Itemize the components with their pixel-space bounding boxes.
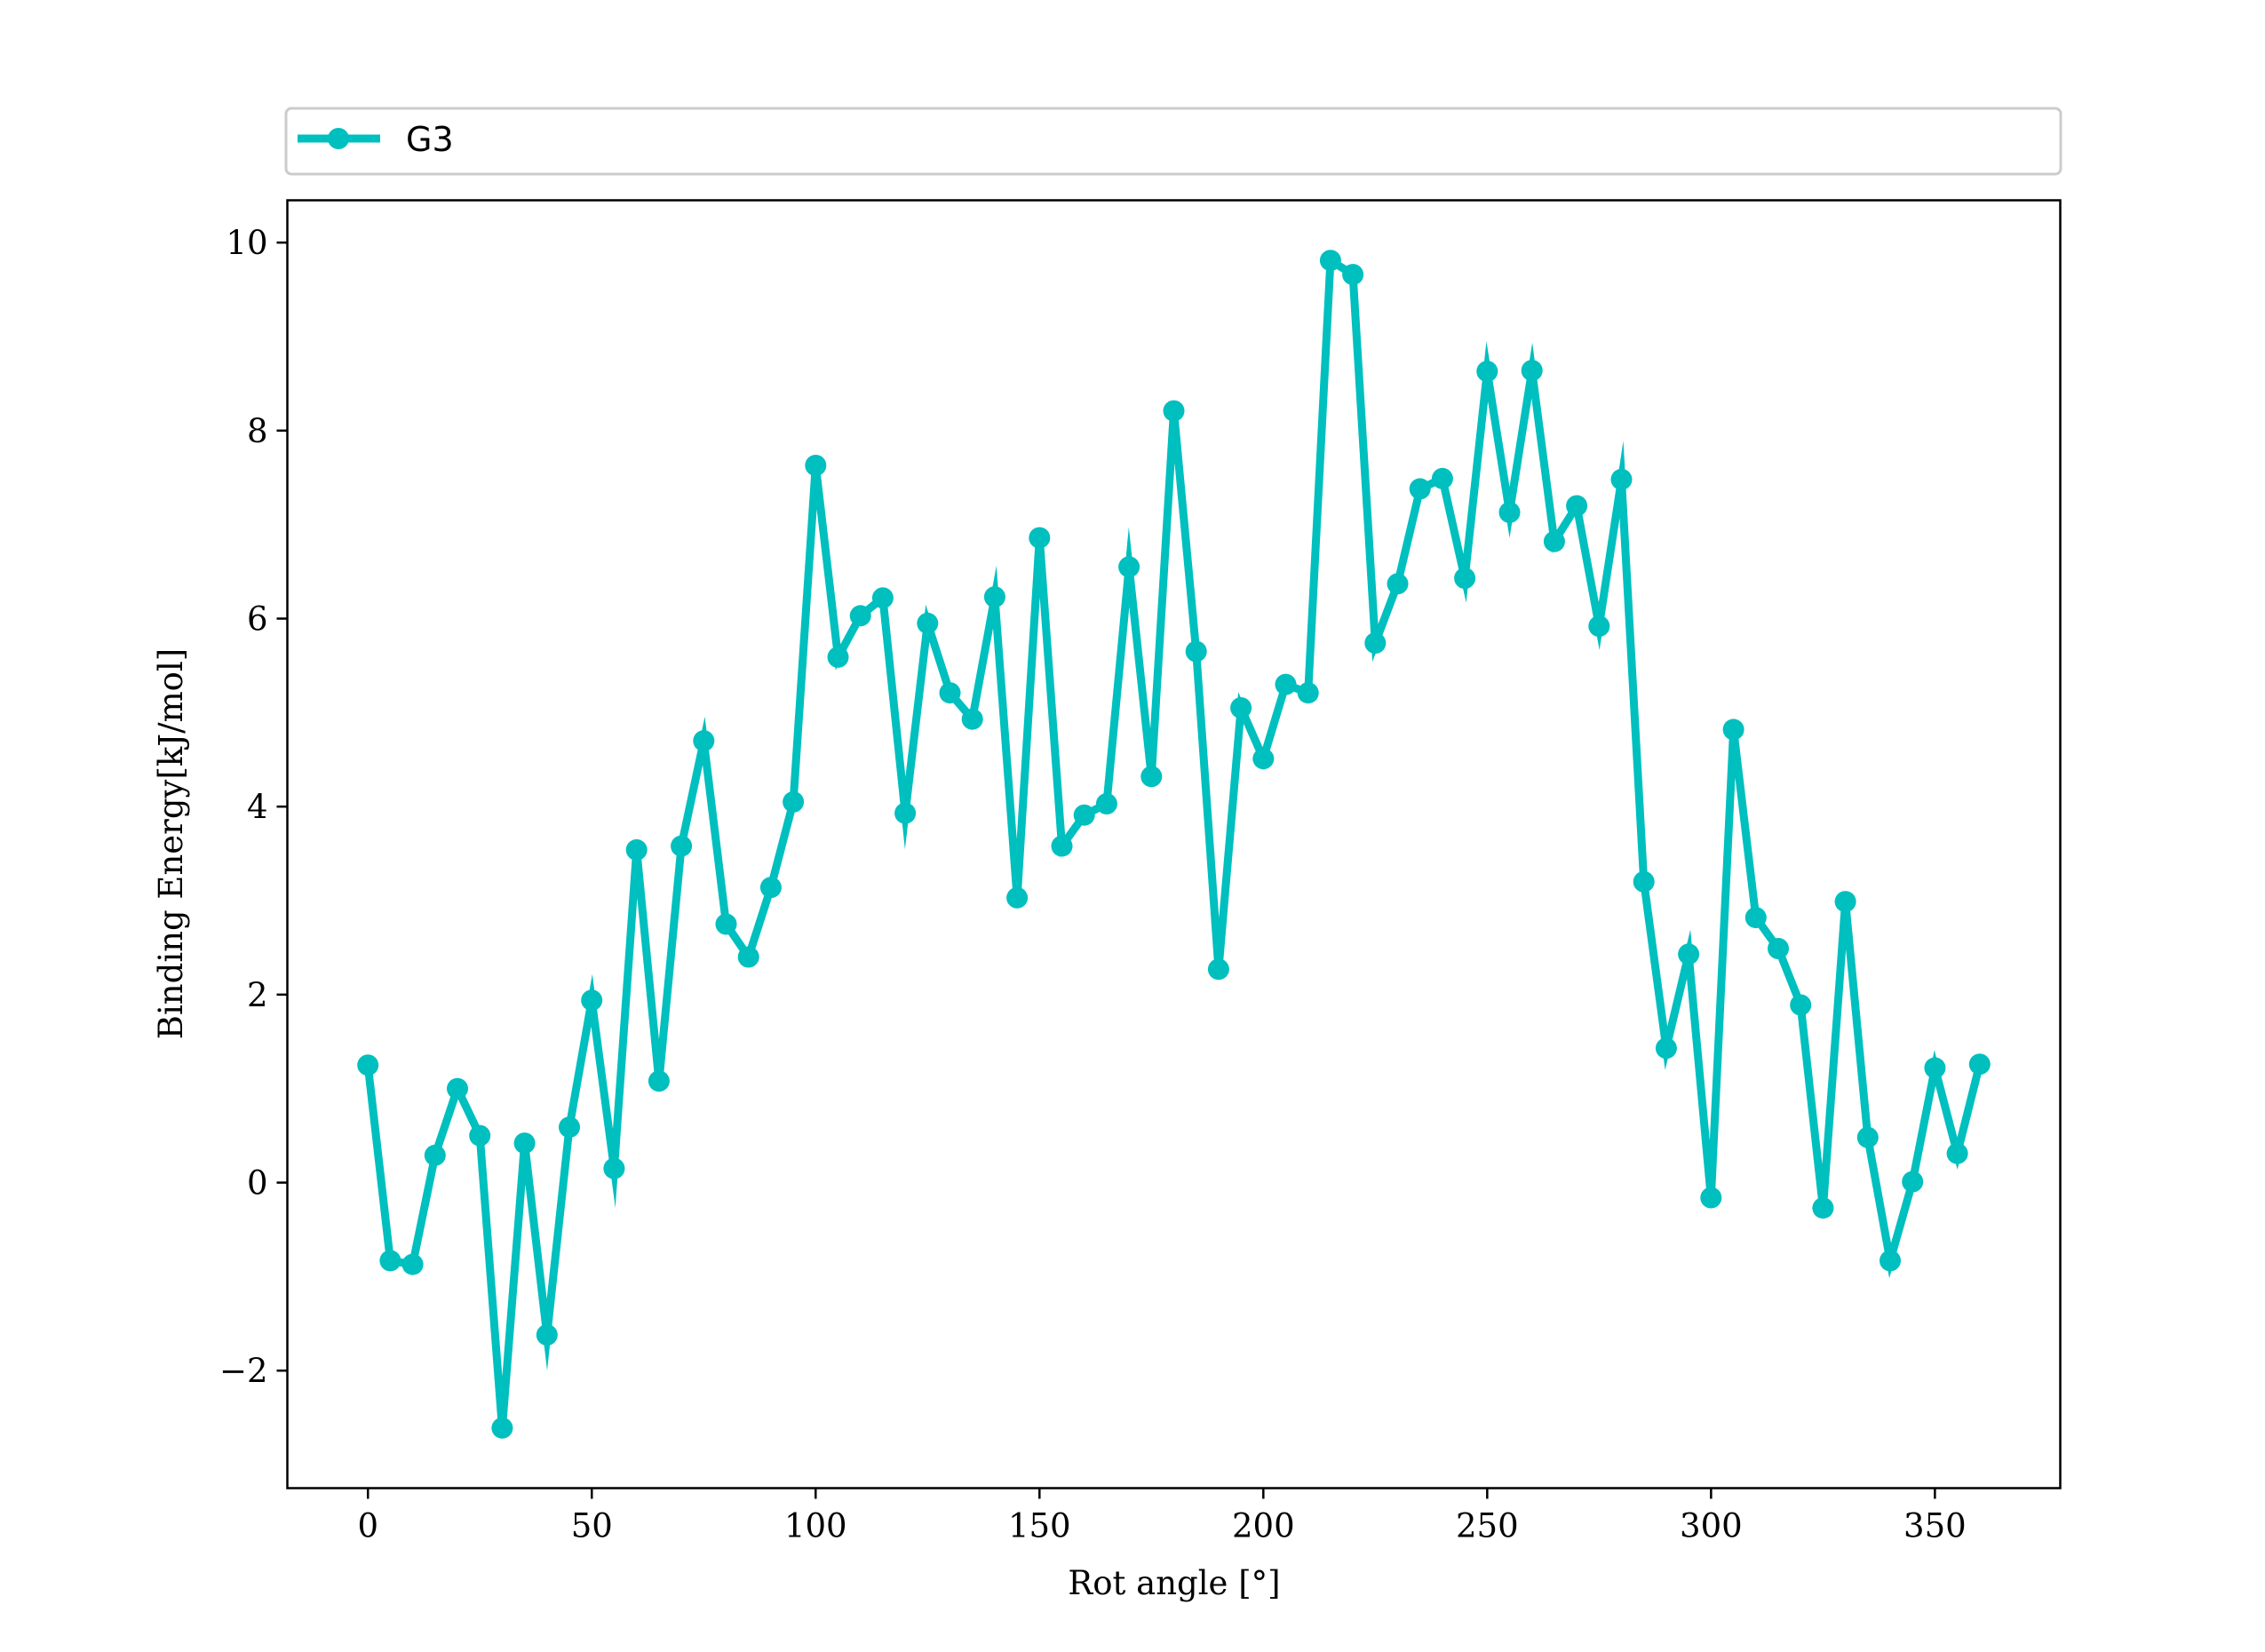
- data-point: [1834, 891, 1856, 913]
- data-point: [536, 1324, 558, 1346]
- data-point: [1880, 1250, 1901, 1272]
- x-tick-label: 150: [1008, 1507, 1071, 1545]
- data-point: [491, 1417, 513, 1439]
- data-point: [1230, 697, 1252, 719]
- data-point: [1319, 250, 1341, 272]
- data-point: [447, 1077, 468, 1100]
- y-tick-label: −2: [219, 1352, 268, 1390]
- data-point: [1454, 568, 1476, 589]
- data-point: [1051, 835, 1073, 857]
- x-tick-label: 100: [784, 1507, 847, 1545]
- data-point: [1610, 468, 1633, 490]
- data-point: [1342, 264, 1364, 286]
- data-point: [469, 1124, 491, 1147]
- data-point: [1297, 682, 1319, 704]
- data-point: [1498, 501, 1521, 523]
- data-point: [1856, 1126, 1879, 1148]
- data-point: [1968, 1053, 1991, 1076]
- data-point: [1364, 632, 1387, 654]
- data-point: [1140, 766, 1163, 788]
- series-line-g3: [363, 253, 1984, 1429]
- data-point: [379, 1250, 401, 1272]
- data-point: [1655, 1037, 1677, 1060]
- plot-area-frame: [286, 199, 2062, 1489]
- data-point: [1118, 556, 1140, 578]
- x-tick-label: 250: [1456, 1507, 1519, 1545]
- data-point: [648, 1070, 670, 1092]
- data-point: [1207, 958, 1229, 981]
- data-point: [401, 1253, 424, 1275]
- data-point: [1252, 748, 1275, 770]
- legend: G3: [284, 107, 2062, 176]
- x-tick-label: 0: [357, 1507, 378, 1545]
- data-point: [1275, 673, 1297, 695]
- data-point: [1073, 804, 1095, 826]
- x-axis-label: Rot angle [°]: [1068, 1564, 1280, 1602]
- data-point: [894, 802, 917, 824]
- data-point: [715, 913, 737, 935]
- x-tick-label: 200: [1232, 1507, 1295, 1545]
- y-tick-label: 2: [247, 976, 268, 1014]
- data-point: [1029, 527, 1051, 549]
- data-point: [849, 605, 871, 627]
- data-point: [939, 682, 961, 704]
- data-point: [805, 455, 827, 476]
- data-point: [424, 1144, 446, 1166]
- data-point: [693, 730, 715, 752]
- legend-marker-swatch: [328, 128, 349, 149]
- data-point: [1566, 495, 1588, 517]
- data-point: [1678, 943, 1700, 965]
- data-point: [559, 1116, 580, 1139]
- x-tick-label: 350: [1903, 1507, 1967, 1545]
- data-point: [1633, 870, 1655, 893]
- data-point: [671, 835, 693, 857]
- data-point: [759, 877, 782, 899]
- y-tick-label: 0: [247, 1164, 268, 1203]
- data-point: [1812, 1197, 1834, 1219]
- data-point: [783, 790, 805, 813]
- data-point: [357, 1054, 379, 1076]
- data-point: [1700, 1187, 1722, 1209]
- y-axis-label: Binding Energy[kJ/mol]: [152, 648, 190, 1039]
- data-point: [827, 646, 849, 668]
- data-point: [917, 612, 939, 634]
- x-tick-label: 300: [1680, 1507, 1743, 1545]
- series-layer: [357, 250, 1991, 1439]
- data-point: [1095, 793, 1117, 814]
- data-point: [1946, 1142, 1968, 1164]
- x-tick-label: 50: [571, 1507, 613, 1545]
- data-point: [983, 586, 1005, 608]
- data-point: [961, 708, 983, 730]
- legend-frame: [284, 107, 2062, 176]
- data-point: [1768, 938, 1789, 959]
- y-tick-label: 8: [247, 412, 268, 450]
- data-point: [1722, 719, 1744, 741]
- data-point: [1790, 994, 1812, 1016]
- legend-label-g3: G3: [406, 120, 454, 159]
- data-point: [1431, 467, 1453, 489]
- data-point: [1409, 478, 1431, 500]
- data-point: [1924, 1057, 1946, 1079]
- y-tick-label: 6: [247, 600, 268, 638]
- data-point: [1588, 616, 1610, 637]
- ticks-layer: 0 50 100 150 200 250 300 350 −2 0 2 4 6 8 10: [219, 224, 1967, 1545]
- data-point: [513, 1132, 536, 1155]
- data-point: [1902, 1171, 1924, 1193]
- data-point: [1543, 530, 1565, 552]
- data-point: [1744, 907, 1767, 929]
- data-point: [1387, 573, 1409, 595]
- data-point: [1476, 361, 1498, 383]
- data-point: [1521, 360, 1543, 382]
- data-point: [871, 587, 894, 609]
- data-point: [1006, 886, 1029, 909]
- data-point: [1163, 400, 1185, 422]
- data-point: [581, 989, 603, 1012]
- data-point: [603, 1157, 625, 1179]
- y-tick-label: 10: [226, 224, 267, 262]
- data-point: [625, 838, 648, 861]
- y-tick-label: 4: [247, 788, 268, 826]
- data-point: [737, 946, 759, 968]
- data-point: [1185, 640, 1207, 663]
